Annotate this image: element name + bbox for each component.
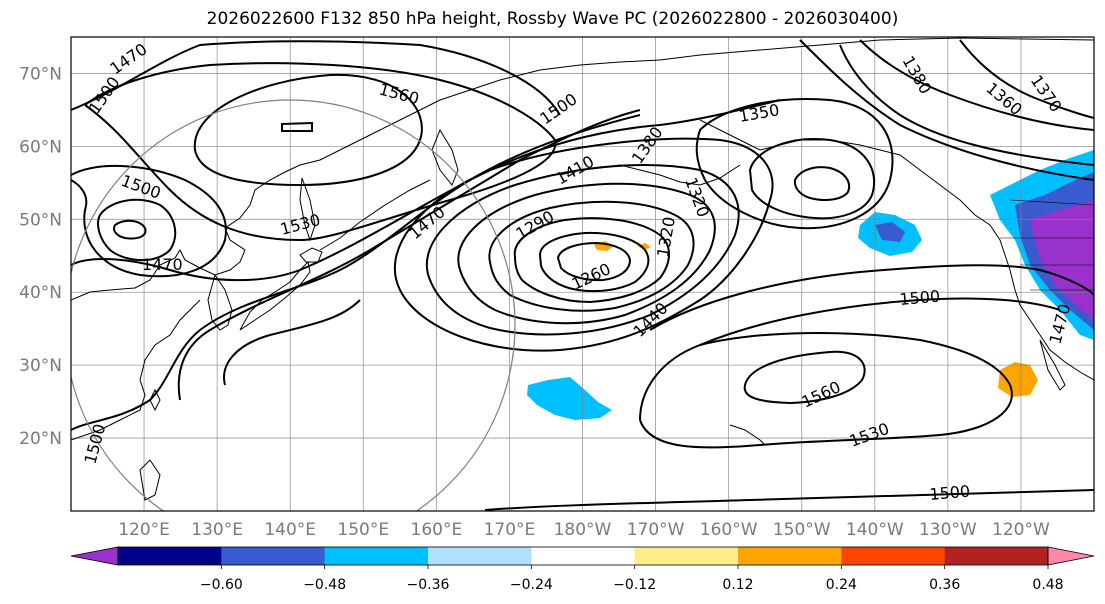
colorbar-label: 0.36 bbox=[929, 577, 960, 593]
reference-circle bbox=[71, 99, 516, 511]
map-title: 2026022600 F132 850 hPa height, Rossby W… bbox=[206, 9, 899, 29]
anomaly-patch-gulf-blue bbox=[875, 222, 905, 242]
contour-1560-north-high bbox=[193, 73, 423, 187]
colorbar-label: −0.24 bbox=[510, 577, 553, 593]
contour-1410 bbox=[425, 164, 740, 336]
contour-1360-ne bbox=[959, 39, 1094, 119]
contour-1290 bbox=[538, 231, 650, 293]
coast-alaska bbox=[699, 119, 1006, 256]
coast-hawaii bbox=[729, 424, 766, 446]
longitude-label: 160°W bbox=[700, 520, 758, 540]
longitude-label: 170°W bbox=[627, 520, 685, 540]
map-frame bbox=[70, 36, 1095, 512]
contour-1410-ne bbox=[839, 44, 1094, 166]
colorbar: −0.60 −0.48 −0.36 −0.24 −0.12 0.12 0.24 0.36 0.4… bbox=[70, 546, 1095, 593]
contour-label: 1470 bbox=[142, 255, 183, 274]
contour-1500-east bbox=[699, 297, 1061, 346]
contour-label: 1500 bbox=[929, 482, 971, 504]
coast-taiwan bbox=[149, 388, 161, 412]
contour-1530-east bbox=[639, 332, 1013, 449]
contour-1500-ridge bbox=[71, 114, 641, 431]
longitude-label: 120°E bbox=[118, 520, 170, 540]
contour-1500-north bbox=[71, 40, 561, 116]
contour-1440 bbox=[394, 137, 774, 352]
coast-asia-east bbox=[71, 37, 1094, 301]
colorbar-segment bbox=[531, 547, 636, 565]
latitude-label: 60°N bbox=[19, 137, 62, 157]
longitude-label: 140°E bbox=[264, 520, 316, 540]
longitude-label: 140°W bbox=[846, 520, 904, 540]
contour-1470-east bbox=[649, 264, 1094, 331]
colorbar-label: −0.60 bbox=[200, 577, 243, 593]
colorbar-label: −0.48 bbox=[303, 577, 346, 593]
contour-1350 bbox=[488, 200, 695, 312]
anomaly-patch-central-pacific bbox=[527, 377, 612, 420]
colorbar-extend-high bbox=[1047, 546, 1095, 566]
coast-china-south bbox=[71, 299, 201, 441]
contour-1440-west-low bbox=[113, 219, 147, 240]
contour-1320 bbox=[513, 217, 670, 304]
longitude-label: 130°W bbox=[919, 520, 977, 540]
colorbar-segment bbox=[634, 547, 739, 565]
contour-1290-alaska bbox=[793, 166, 850, 201]
contour-1500-south bbox=[484, 489, 1094, 511]
coast-baja bbox=[1039, 339, 1066, 391]
contour-1590-north-high bbox=[281, 121, 313, 132]
longitude-label: 150°E bbox=[337, 520, 389, 540]
latitude-label: 20°N bbox=[19, 429, 62, 449]
colorbar-segment bbox=[428, 547, 532, 565]
coastlines bbox=[71, 37, 1094, 501]
colorbar-segment bbox=[738, 547, 842, 565]
colorbar-label: 0.12 bbox=[722, 577, 753, 593]
anomaly-patch-subtropic-east bbox=[998, 362, 1038, 397]
longitude-label: 160°E bbox=[411, 520, 463, 540]
contour-1560-east bbox=[743, 350, 866, 405]
colorbar-label: −0.12 bbox=[613, 577, 656, 593]
colorbar-segment bbox=[944, 547, 1049, 565]
contour-1320-alaska bbox=[748, 138, 876, 220]
contour-1350-alaska bbox=[695, 98, 894, 230]
coast-na-borders bbox=[1000, 199, 1094, 291]
anomaly-shading bbox=[527, 150, 1094, 420]
colorbar-label: 0.24 bbox=[826, 577, 857, 593]
latitude-label: 70°N bbox=[19, 64, 62, 84]
longitude-label: 180°W bbox=[554, 520, 612, 540]
latitude-label: 30°N bbox=[19, 356, 62, 376]
longitude-label: 120°W bbox=[992, 520, 1050, 540]
colorbar-segment bbox=[324, 547, 429, 565]
contour-1560-ridge bbox=[223, 299, 361, 386]
colorbar-label: −0.36 bbox=[407, 577, 450, 593]
height-contours bbox=[71, 39, 1094, 511]
colorbar-segment bbox=[221, 547, 326, 565]
colorbar-segment bbox=[841, 547, 946, 565]
contour-1440-ne bbox=[799, 39, 1094, 181]
latitude-labels: 70°N 60°N 50°N 40°N 30°N 20°N bbox=[19, 64, 62, 449]
contour-1530-north bbox=[84, 62, 557, 242]
latitude-label: 40°N bbox=[19, 283, 62, 303]
coast-korea bbox=[207, 273, 233, 331]
contour-1470-ridge bbox=[71, 99, 781, 282]
contour-label: 1500 bbox=[899, 287, 941, 309]
coast-philippines bbox=[139, 459, 161, 501]
longitude-labels: 120°E 130°E 140°E 150°E 160°E 170°E 180°W 170°W… bbox=[118, 520, 1050, 540]
longitude-label: 130°E bbox=[191, 520, 243, 540]
coast-kuril bbox=[319, 179, 431, 251]
latitude-label: 50°N bbox=[19, 210, 62, 230]
contour-1380-ne bbox=[859, 39, 1094, 131]
contour-1530-ridge bbox=[177, 109, 641, 401]
coast-hokkaido bbox=[299, 247, 323, 263]
longitude-label: 150°W bbox=[773, 520, 831, 540]
lat-lon-grid bbox=[71, 37, 1094, 511]
contour-1260 bbox=[556, 241, 632, 282]
contour-1500-west-low bbox=[71, 165, 227, 278]
longitude-label: 170°E bbox=[484, 520, 536, 540]
coast-na-west bbox=[1004, 254, 1094, 381]
colorbar-extend-low bbox=[70, 546, 119, 566]
colorbar-segment bbox=[118, 547, 222, 565]
contour-1380 bbox=[457, 182, 716, 325]
contour-1470-west-low bbox=[97, 198, 177, 262]
colorbar-outline bbox=[117, 546, 1049, 566]
colorbar-label: 0.48 bbox=[1032, 577, 1063, 593]
